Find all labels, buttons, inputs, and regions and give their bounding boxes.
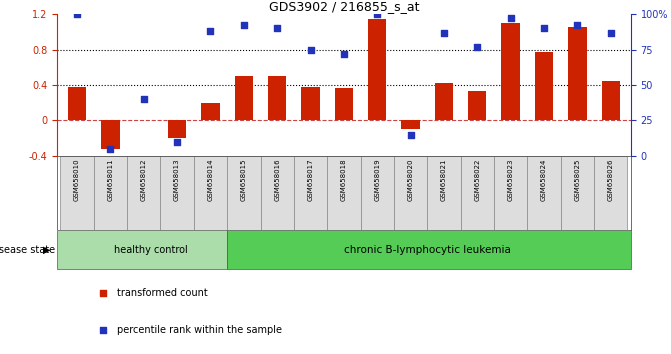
Text: chronic B-lymphocytic leukemia: chronic B-lymphocytic leukemia bbox=[344, 245, 511, 255]
Text: GSM658018: GSM658018 bbox=[341, 159, 347, 201]
Point bbox=[338, 51, 349, 57]
Bar bbox=[201, 103, 219, 120]
Bar bbox=[535, 52, 553, 120]
Bar bbox=[561, 156, 594, 230]
Text: healthy control: healthy control bbox=[113, 245, 187, 255]
Bar bbox=[494, 156, 527, 230]
Bar bbox=[227, 230, 631, 269]
Bar bbox=[460, 156, 494, 230]
Text: GSM658017: GSM658017 bbox=[307, 159, 313, 201]
Point bbox=[572, 23, 582, 28]
Text: GSM658016: GSM658016 bbox=[274, 159, 280, 201]
Point bbox=[605, 30, 616, 35]
Bar bbox=[127, 156, 160, 230]
Bar bbox=[168, 120, 187, 138]
Text: GSM658023: GSM658023 bbox=[508, 159, 514, 201]
Text: GSM658010: GSM658010 bbox=[74, 159, 80, 201]
Bar bbox=[94, 156, 127, 230]
Text: GSM658020: GSM658020 bbox=[407, 159, 413, 201]
Text: percentile rank within the sample: percentile rank within the sample bbox=[117, 325, 282, 335]
Point bbox=[138, 96, 149, 102]
Bar bbox=[568, 28, 586, 120]
Text: GSM658015: GSM658015 bbox=[241, 159, 247, 201]
Bar bbox=[194, 156, 227, 230]
Point bbox=[105, 146, 116, 152]
Bar bbox=[594, 156, 627, 230]
Text: transformed count: transformed count bbox=[117, 288, 208, 298]
Bar bbox=[368, 19, 386, 120]
Text: GSM658026: GSM658026 bbox=[608, 159, 614, 201]
Text: GSM658019: GSM658019 bbox=[374, 159, 380, 201]
Bar bbox=[101, 120, 119, 149]
Bar bbox=[360, 156, 394, 230]
Bar bbox=[294, 156, 327, 230]
Point bbox=[272, 25, 282, 31]
Bar bbox=[60, 156, 94, 230]
Point bbox=[372, 11, 382, 17]
Bar bbox=[160, 156, 194, 230]
Bar bbox=[301, 87, 319, 120]
Text: GSM658024: GSM658024 bbox=[541, 159, 547, 201]
Point bbox=[172, 139, 183, 144]
Point bbox=[505, 16, 516, 21]
Text: GSM658021: GSM658021 bbox=[441, 159, 447, 201]
Point bbox=[305, 47, 316, 52]
Point bbox=[439, 30, 450, 35]
Bar bbox=[227, 156, 260, 230]
Bar bbox=[327, 156, 360, 230]
Bar bbox=[68, 87, 86, 120]
Bar bbox=[602, 81, 620, 120]
Bar bbox=[401, 120, 420, 129]
Point bbox=[205, 28, 216, 34]
Bar bbox=[468, 91, 486, 120]
Bar bbox=[260, 156, 294, 230]
Text: GSM658022: GSM658022 bbox=[474, 159, 480, 201]
Bar bbox=[501, 23, 520, 120]
Point bbox=[72, 11, 83, 17]
Text: ▶: ▶ bbox=[43, 245, 50, 255]
Title: GDS3902 / 216855_s_at: GDS3902 / 216855_s_at bbox=[268, 0, 419, 13]
Bar bbox=[335, 88, 353, 120]
Point bbox=[405, 132, 416, 137]
Bar bbox=[427, 156, 460, 230]
Point bbox=[472, 44, 482, 50]
Text: GSM658025: GSM658025 bbox=[574, 159, 580, 201]
Point bbox=[238, 23, 249, 28]
Bar bbox=[57, 230, 227, 269]
Bar bbox=[527, 156, 561, 230]
Bar bbox=[394, 156, 427, 230]
Bar bbox=[435, 83, 453, 120]
Text: GSM658012: GSM658012 bbox=[141, 159, 147, 201]
Point bbox=[539, 25, 550, 31]
Text: GSM658011: GSM658011 bbox=[107, 159, 113, 201]
Text: GSM658013: GSM658013 bbox=[174, 159, 180, 201]
Text: GSM658014: GSM658014 bbox=[207, 159, 213, 201]
Bar bbox=[268, 76, 287, 120]
Bar bbox=[235, 76, 253, 120]
Text: disease state: disease state bbox=[0, 245, 56, 255]
